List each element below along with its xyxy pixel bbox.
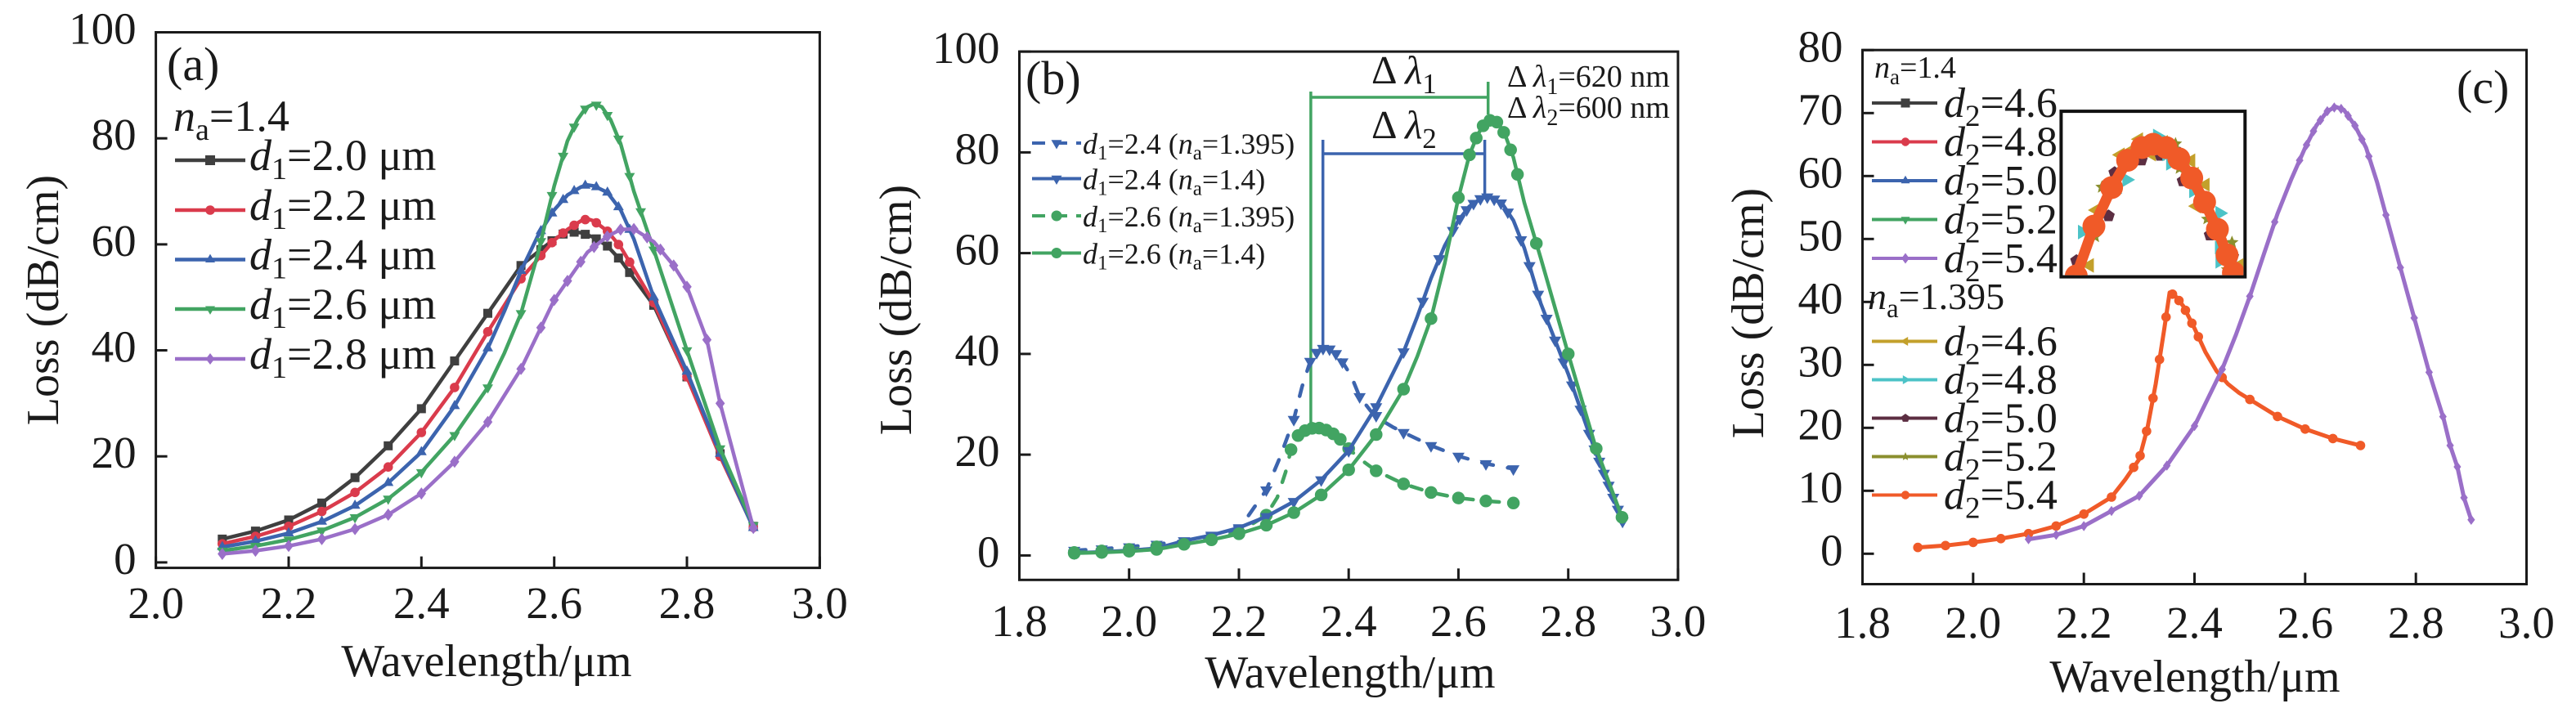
svg-text:2.6: 2.6 [2277,598,2333,648]
svg-text:Loss (dB/cm): Loss (dB/cm) [1723,188,1774,438]
svg-text:na=1.395: na=1.395 [1868,276,2004,324]
svg-text:3.0: 3.0 [792,578,848,628]
svg-text:60: 60 [955,225,1000,275]
svg-text:40: 40 [1798,273,1843,323]
svg-text:2.6: 2.6 [1430,596,1487,646]
svg-text:(c): (c) [2457,60,2509,114]
svg-text:d1=2.4 μm: d1=2.4 μm [249,231,436,286]
svg-text:d1=2.6 μm: d1=2.6 μm [249,280,436,335]
svg-text:100: 100 [69,4,137,54]
svg-text:50: 50 [1798,210,1843,260]
svg-text:1.8: 1.8 [991,596,1048,646]
svg-text:2.0: 2.0 [1101,596,1157,646]
svg-text:2.4: 2.4 [2166,598,2223,648]
svg-text:Loss (dB/cm): Loss (dB/cm) [18,175,69,425]
svg-text:100: 100 [932,23,1000,73]
svg-text:20: 20 [1798,399,1843,449]
svg-text:2.0: 2.0 [128,578,184,628]
svg-text:0: 0 [1820,525,1843,575]
svg-text:60: 60 [1798,147,1843,197]
svg-text:d2=4.8: d2=4.8 [1944,119,2058,173]
svg-text:80: 80 [1798,21,1843,71]
svg-text:d1=2.6 (na=1.395): d1=2.6 (na=1.395) [1083,200,1295,237]
svg-text:3.0: 3.0 [1650,596,1707,646]
svg-text:0: 0 [977,527,1000,576]
svg-text:d2=5.0: d2=5.0 [1944,158,2058,211]
svg-text:d1=2.4 (na=1.4): d1=2.4 (na=1.4) [1083,164,1265,200]
svg-text:d2=5.2: d2=5.2 [1944,197,2058,250]
svg-text:d1=2.8 μm: d1=2.8 μm [249,329,436,385]
svg-text:2.8: 2.8 [2388,598,2444,648]
svg-text:d1=2.6 (na=1.4): d1=2.6 (na=1.4) [1083,238,1265,275]
svg-text:40: 40 [955,325,1000,375]
svg-text:Δ λ1=620 nm: Δ λ1=620 nm [1507,60,1670,100]
svg-text:2.2: 2.2 [2056,598,2112,648]
svg-text:d2=5.2: d2=5.2 [1944,434,2058,487]
svg-text:d1=2.2 μm: d1=2.2 μm [249,181,436,236]
svg-text:d2=4.8: d2=4.8 [1944,357,2058,410]
svg-text:Δ λ2: Δ λ2 [1371,102,1437,155]
svg-text:na=1.4: na=1.4 [1874,51,1956,89]
svg-text:d2=4.6: d2=4.6 [1944,80,2058,133]
svg-text:d2=4.6: d2=4.6 [1944,319,2058,372]
svg-text:na=1.4: na=1.4 [173,92,289,147]
svg-text:10: 10 [1798,462,1843,512]
svg-text:3.0: 3.0 [2498,598,2555,648]
svg-text:2.8: 2.8 [1540,596,1596,646]
svg-text:2.6: 2.6 [526,578,582,628]
svg-text:60: 60 [92,216,137,266]
svg-text:d1=2.4 (na=1.395): d1=2.4 (na=1.395) [1083,128,1295,164]
svg-text:d2=5.4: d2=5.4 [1944,473,2058,526]
svg-text:2.4: 2.4 [1321,596,1377,646]
svg-text:80: 80 [955,123,1000,173]
svg-text:2.4: 2.4 [393,578,450,628]
svg-text:Wavelength/μm: Wavelength/μm [341,636,631,687]
svg-text:30: 30 [1798,336,1843,386]
svg-text:70: 70 [1798,84,1843,134]
svg-text:d2=5.0: d2=5.0 [1944,396,2058,449]
svg-text:2.2: 2.2 [1211,596,1268,646]
svg-text:Loss (dB/cm): Loss (dB/cm) [871,185,922,435]
svg-text:Wavelength/μm: Wavelength/μm [1205,648,1495,698]
svg-text:80: 80 [92,110,137,159]
svg-text:20: 20 [92,428,137,477]
svg-text:Δ λ2=600 nm: Δ λ2=600 nm [1507,91,1670,131]
svg-text:0: 0 [114,534,137,584]
svg-text:1.8: 1.8 [1834,598,1891,648]
svg-text:d1=2.0 μm: d1=2.0 μm [249,131,436,186]
svg-text:2.8: 2.8 [659,578,716,628]
svg-text:(b): (b) [1025,52,1081,105]
svg-text:2.0: 2.0 [1945,598,2001,648]
svg-text:d2=5.4: d2=5.4 [1944,235,2058,289]
svg-text:40: 40 [92,322,137,372]
svg-text:20: 20 [955,426,1000,476]
svg-text:Wavelength/μm: Wavelength/μm [2049,652,2340,702]
svg-text:(a): (a) [167,38,219,91]
svg-text:2.2: 2.2 [261,578,317,628]
